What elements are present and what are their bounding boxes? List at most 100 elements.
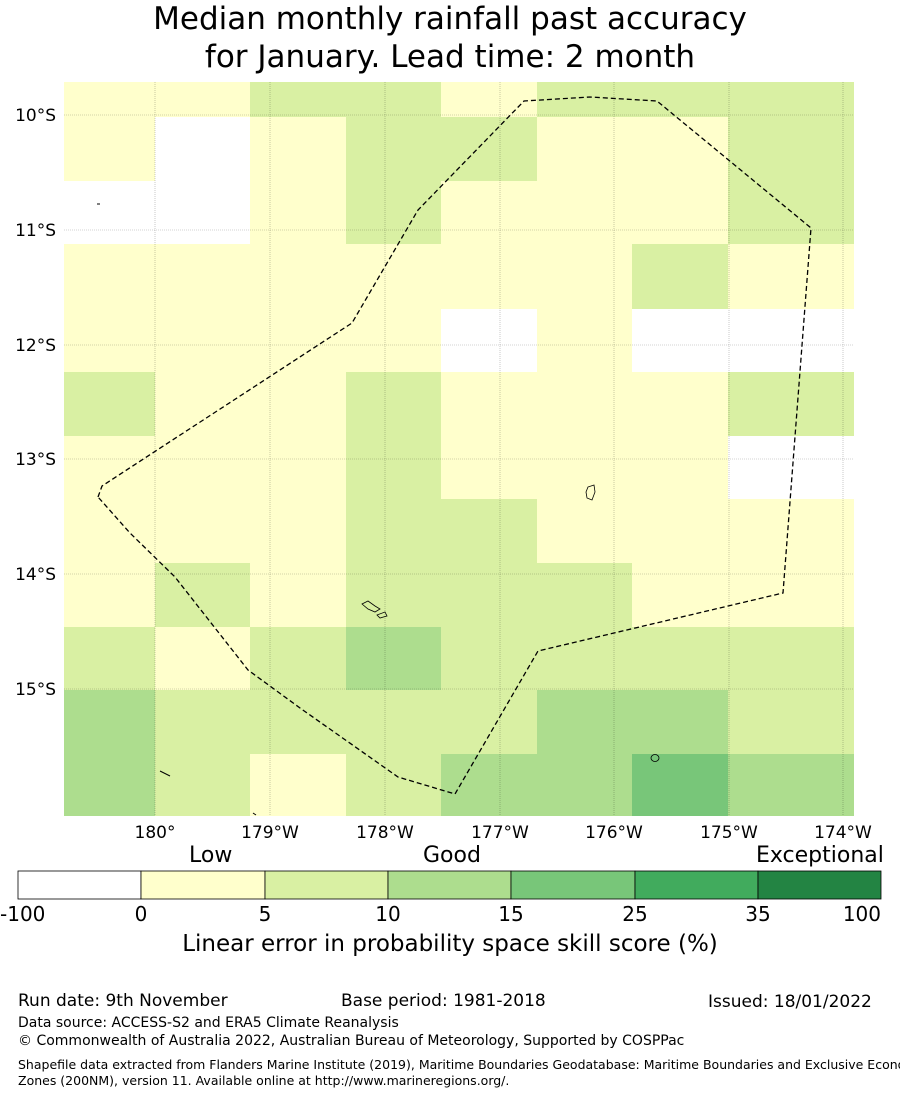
skill-cell [537,690,632,754]
skill-cell [155,244,250,309]
skill-cell [537,563,632,627]
colorbar-tick: 15 [498,902,524,926]
skill-cell [346,117,441,181]
island-outline [585,484,596,501]
shapefile-credit-1: Shapefile data extracted from Flanders M… [18,1057,900,1072]
colorbar-segment [140,870,266,900]
skill-cell [250,181,346,244]
skill-cell [250,690,346,754]
lon-label: 180° [135,823,176,843]
lat-label: 10°S [15,106,56,126]
skill-cell [64,117,155,181]
island-outline [159,770,171,777]
lat-label: 15°S [15,680,56,700]
graticule [64,82,854,816]
skill-cell [441,436,537,499]
skill-cell [632,690,728,754]
colorbar-segment [757,870,882,900]
skill-cell [728,754,854,816]
title-line-2: for January. Lead time: 2 month [204,39,696,75]
skill-cell [346,690,441,754]
skill-cell [537,754,632,816]
skill-cell [64,82,155,117]
island-outline [361,600,381,613]
skill-cell [250,82,346,117]
skill-cell [155,563,250,627]
skill-cell [632,309,728,372]
colorbar-label-exceptional: Exceptional [756,843,884,868]
skill-cell [632,181,728,244]
lon-label: 177°W [471,823,529,843]
lat-label: 13°S [15,450,56,470]
skill-cell [632,117,728,181]
skill-cell [728,82,854,117]
skill-cell [346,627,441,690]
skill-cell [537,627,632,690]
skill-cell [632,499,728,563]
skill-cell [441,117,537,181]
skill-grid [64,82,854,816]
colorbar-title: Linear error in probability space skill … [182,931,718,957]
skill-cell [155,754,250,816]
skill-cell [64,244,155,309]
skill-cell [64,754,155,816]
skill-cell [250,117,346,181]
lon-label: 179°W [241,823,299,843]
issued-date: Issued: 18/01/2022 [708,992,872,1012]
skill-cell [728,181,854,244]
skill-cell [537,436,632,499]
colorbar-label-low: Low [189,843,233,868]
shapefile-credit-2: Zones (200NM), version 11. Available onl… [18,1073,510,1088]
skill-cell [441,754,537,816]
colorbar-segment [17,870,142,900]
colorbar-segment [387,870,512,900]
skill-cell [250,309,346,372]
skill-cell [250,499,346,563]
skill-cell [537,499,632,563]
skill-cell [537,372,632,436]
skill-cell [441,82,537,117]
skill-cell [346,82,441,117]
skill-cell [441,690,537,754]
colorbar-tick: 100 [842,902,881,926]
lon-label: 175°W [700,823,758,843]
skill-cell [728,690,854,754]
latitude-labels: 10°S 11°S 12°S 13°S 14°S 15°S [15,106,56,700]
island-outline [252,812,257,816]
skill-cell [346,499,441,563]
skill-cell [64,627,155,690]
skill-cell [250,627,346,690]
eez-boundary [97,96,812,795]
skill-cell [632,82,728,117]
skill-cell [155,690,250,754]
skill-cell [537,117,632,181]
copyright: © Commonwealth of Australia 2022, Austra… [18,1033,685,1049]
skill-cell [728,627,854,690]
skill-cell [346,372,441,436]
longitude-labels: 180° 179°W 178°W 177°W 176°W 175°W 174°W [135,823,873,843]
lat-label: 11°S [15,221,56,241]
skill-cell [346,309,441,372]
skill-cell [64,372,155,436]
skill-cell [155,117,250,181]
lon-label: 176°W [585,823,643,843]
skill-cell [441,627,537,690]
skill-cell [632,563,728,627]
colorbar-tick: 35 [745,902,771,926]
run-date: Run date: 9th November [18,991,228,1011]
colorbar-tick: -100 [0,902,46,926]
skill-cell [250,563,346,627]
island-outline [650,754,660,762]
skill-cell [441,372,537,436]
skill-cell [632,244,728,309]
lat-label: 12°S [15,336,56,356]
skill-cell [632,436,728,499]
skill-cell [155,309,250,372]
skill-cell [346,181,441,244]
skill-cell [441,181,537,244]
skill-cell [155,627,250,690]
skill-cell [64,690,155,754]
skill-cell [155,181,250,244]
colorbar-tick: 10 [375,902,401,926]
